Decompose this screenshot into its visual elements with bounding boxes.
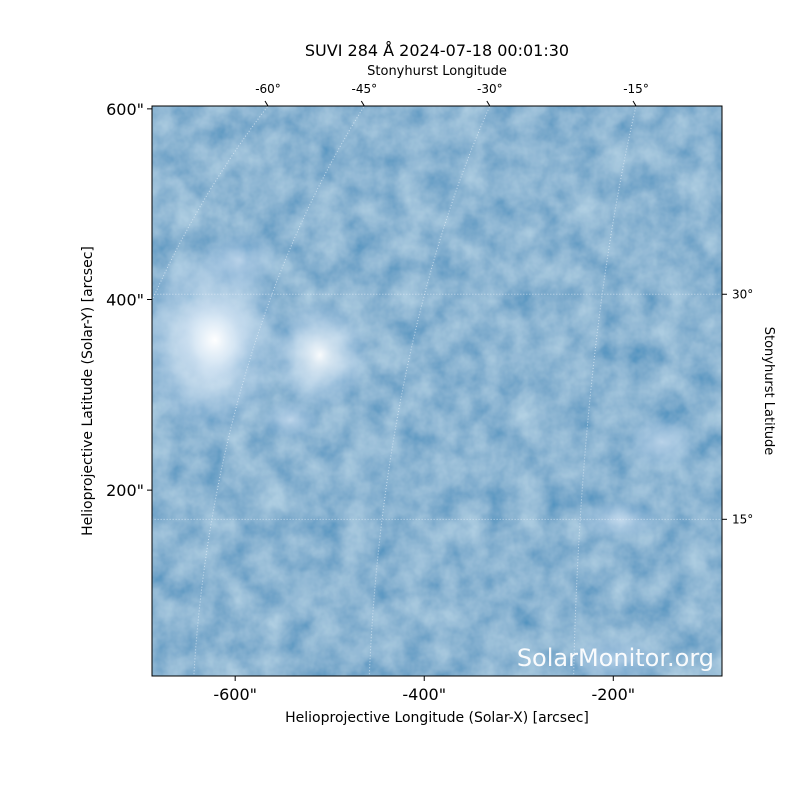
y-axis-label: Helioprojective Latitude (Solar-Y) [arcs… xyxy=(80,246,96,536)
plot-frame xyxy=(151,105,723,677)
x2-tick-label: -30° xyxy=(477,82,503,96)
meridian-grid-line xyxy=(573,106,637,676)
x-tick-label: -200" xyxy=(591,685,635,704)
x2-tick xyxy=(360,100,365,107)
y2-axis-label: Stonyhurst Latitude xyxy=(761,327,776,456)
x-tick-label: -600" xyxy=(213,685,257,704)
x-tick-label: -400" xyxy=(402,685,446,704)
y-tick-label: 200" xyxy=(106,481,144,500)
y-tick-label: 600" xyxy=(106,100,144,119)
x2-tick-label: -60° xyxy=(255,82,281,96)
watermark: SolarMonitor.org xyxy=(517,644,714,672)
x2-axis-label: Stonyhurst Longitude xyxy=(367,64,507,79)
x2-tick xyxy=(632,100,637,107)
y2-tick-label: 30° xyxy=(732,287,753,301)
chart-title: SUVI 284 Å 2024-07-18 00:01:30 xyxy=(305,41,569,60)
y2-tick-label: 15° xyxy=(732,512,753,526)
x2-tick-label: -45° xyxy=(352,82,378,96)
x2-tick xyxy=(486,100,491,107)
meridian-grid-line xyxy=(193,106,365,676)
x-axis-label: Helioprojective Longitude (Solar-X) [arc… xyxy=(285,710,589,726)
x2-tick xyxy=(264,100,269,107)
x2-tick-label: -15° xyxy=(623,82,649,96)
y-tick-label: 400" xyxy=(106,290,144,309)
